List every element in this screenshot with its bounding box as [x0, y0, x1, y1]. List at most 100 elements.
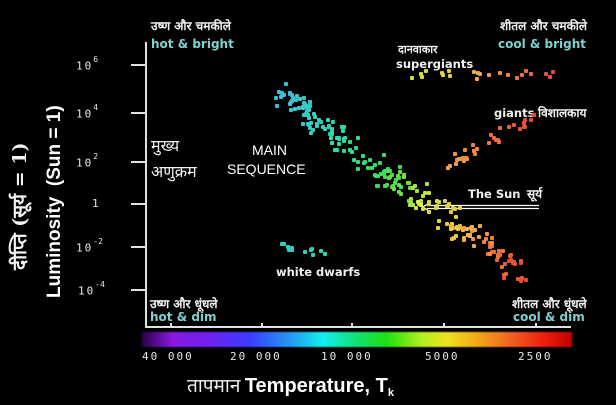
star-dot [446, 166, 450, 170]
star-dot [463, 148, 467, 152]
star-dot [515, 76, 519, 80]
star-dot [529, 118, 533, 122]
star-dot [503, 262, 507, 266]
star-dot [500, 265, 504, 269]
star-dot [373, 163, 377, 167]
star-dot [462, 238, 466, 242]
corner-top-right-english: cool & bright [498, 37, 587, 51]
star-dot [453, 152, 457, 156]
star-dot [402, 173, 406, 177]
star-dot [465, 227, 469, 231]
star-dot [370, 166, 374, 170]
star-dot [419, 72, 423, 76]
star-dot [407, 181, 411, 185]
y-tick-1e4: 104 [76, 103, 99, 121]
star-dot [279, 95, 283, 99]
x-axis-line [145, 326, 571, 328]
star-dot [447, 69, 451, 73]
corner-top-left-english: hot & bright [151, 37, 234, 51]
star-dot [509, 258, 513, 262]
star-dot [307, 116, 311, 120]
giants-hindi: विशालकाय [538, 106, 587, 120]
x-axis-label-hindi: तापमान [187, 375, 241, 397]
star-dot [348, 148, 352, 152]
star-dot [441, 73, 445, 77]
star-dot [352, 158, 356, 162]
star-dot [488, 245, 492, 249]
star-dot [476, 71, 480, 75]
star-dot [309, 248, 313, 252]
star-dot [388, 169, 392, 173]
star-dot [331, 120, 335, 124]
star-dot [361, 154, 365, 158]
star-dot [449, 224, 453, 228]
star-dot [287, 248, 291, 252]
star-dot [475, 147, 479, 151]
star-dot [529, 72, 533, 76]
star-dot [437, 219, 441, 223]
star-dot [342, 139, 346, 143]
temperature-color-bar [142, 332, 572, 347]
star-dot [524, 69, 528, 73]
star-dot [343, 136, 347, 140]
star-dot [498, 126, 502, 130]
star-dot [490, 244, 494, 248]
star-dot [427, 200, 431, 204]
star-dot [440, 71, 444, 75]
star-dot [402, 175, 406, 179]
star-dot [378, 161, 382, 165]
star-dot [311, 128, 315, 132]
star-dot [519, 259, 523, 263]
star-dot [497, 249, 501, 253]
star-dot [454, 215, 458, 219]
y-tick-mark [131, 203, 146, 205]
star-dot [416, 200, 420, 204]
star-dot [290, 93, 294, 97]
star-dot [436, 226, 440, 230]
star-dot [518, 127, 522, 131]
y-tick-1e-4: 10-4 [78, 280, 105, 298]
star-dot [458, 224, 462, 228]
star-dot [414, 206, 418, 210]
y-axis-line [145, 42, 147, 328]
star-dot [485, 232, 489, 236]
star-dot [394, 178, 398, 182]
star-dot [354, 146, 358, 150]
star-dot [350, 150, 354, 154]
corner-bottom-right-english: cool & dim [513, 310, 585, 324]
star-dot [305, 105, 309, 109]
star-dot [293, 107, 297, 111]
star-dot [470, 229, 474, 233]
star-dot [329, 136, 333, 140]
star-dot [376, 174, 380, 178]
star-dot [477, 235, 481, 239]
star-dot [385, 183, 389, 187]
star-dot [452, 236, 456, 240]
star-dot [551, 70, 555, 74]
star-dot [507, 125, 511, 129]
star-dot [366, 166, 370, 170]
star-dot [363, 160, 367, 164]
star-dot [488, 252, 492, 256]
star-dot [304, 112, 308, 116]
star-dot [434, 206, 438, 210]
star-dot [280, 242, 284, 246]
star-dot [461, 228, 465, 232]
star-dot [297, 106, 301, 110]
corner-bottom-left-english: hot & dim [150, 310, 217, 324]
star-dot [312, 112, 316, 116]
star-dot [291, 96, 295, 100]
star-dot [435, 199, 439, 203]
star-dot [330, 132, 334, 136]
star-dot [302, 101, 306, 105]
star-dot [284, 82, 288, 86]
star-dot [308, 126, 312, 130]
giants-label: giants [494, 106, 535, 120]
star-dot [277, 90, 281, 94]
star-dot [482, 240, 486, 244]
star-dot [461, 156, 465, 160]
star-dot [415, 189, 419, 193]
star-dot [504, 272, 508, 276]
star-dot [454, 234, 458, 238]
y-tick-mark [131, 161, 146, 163]
